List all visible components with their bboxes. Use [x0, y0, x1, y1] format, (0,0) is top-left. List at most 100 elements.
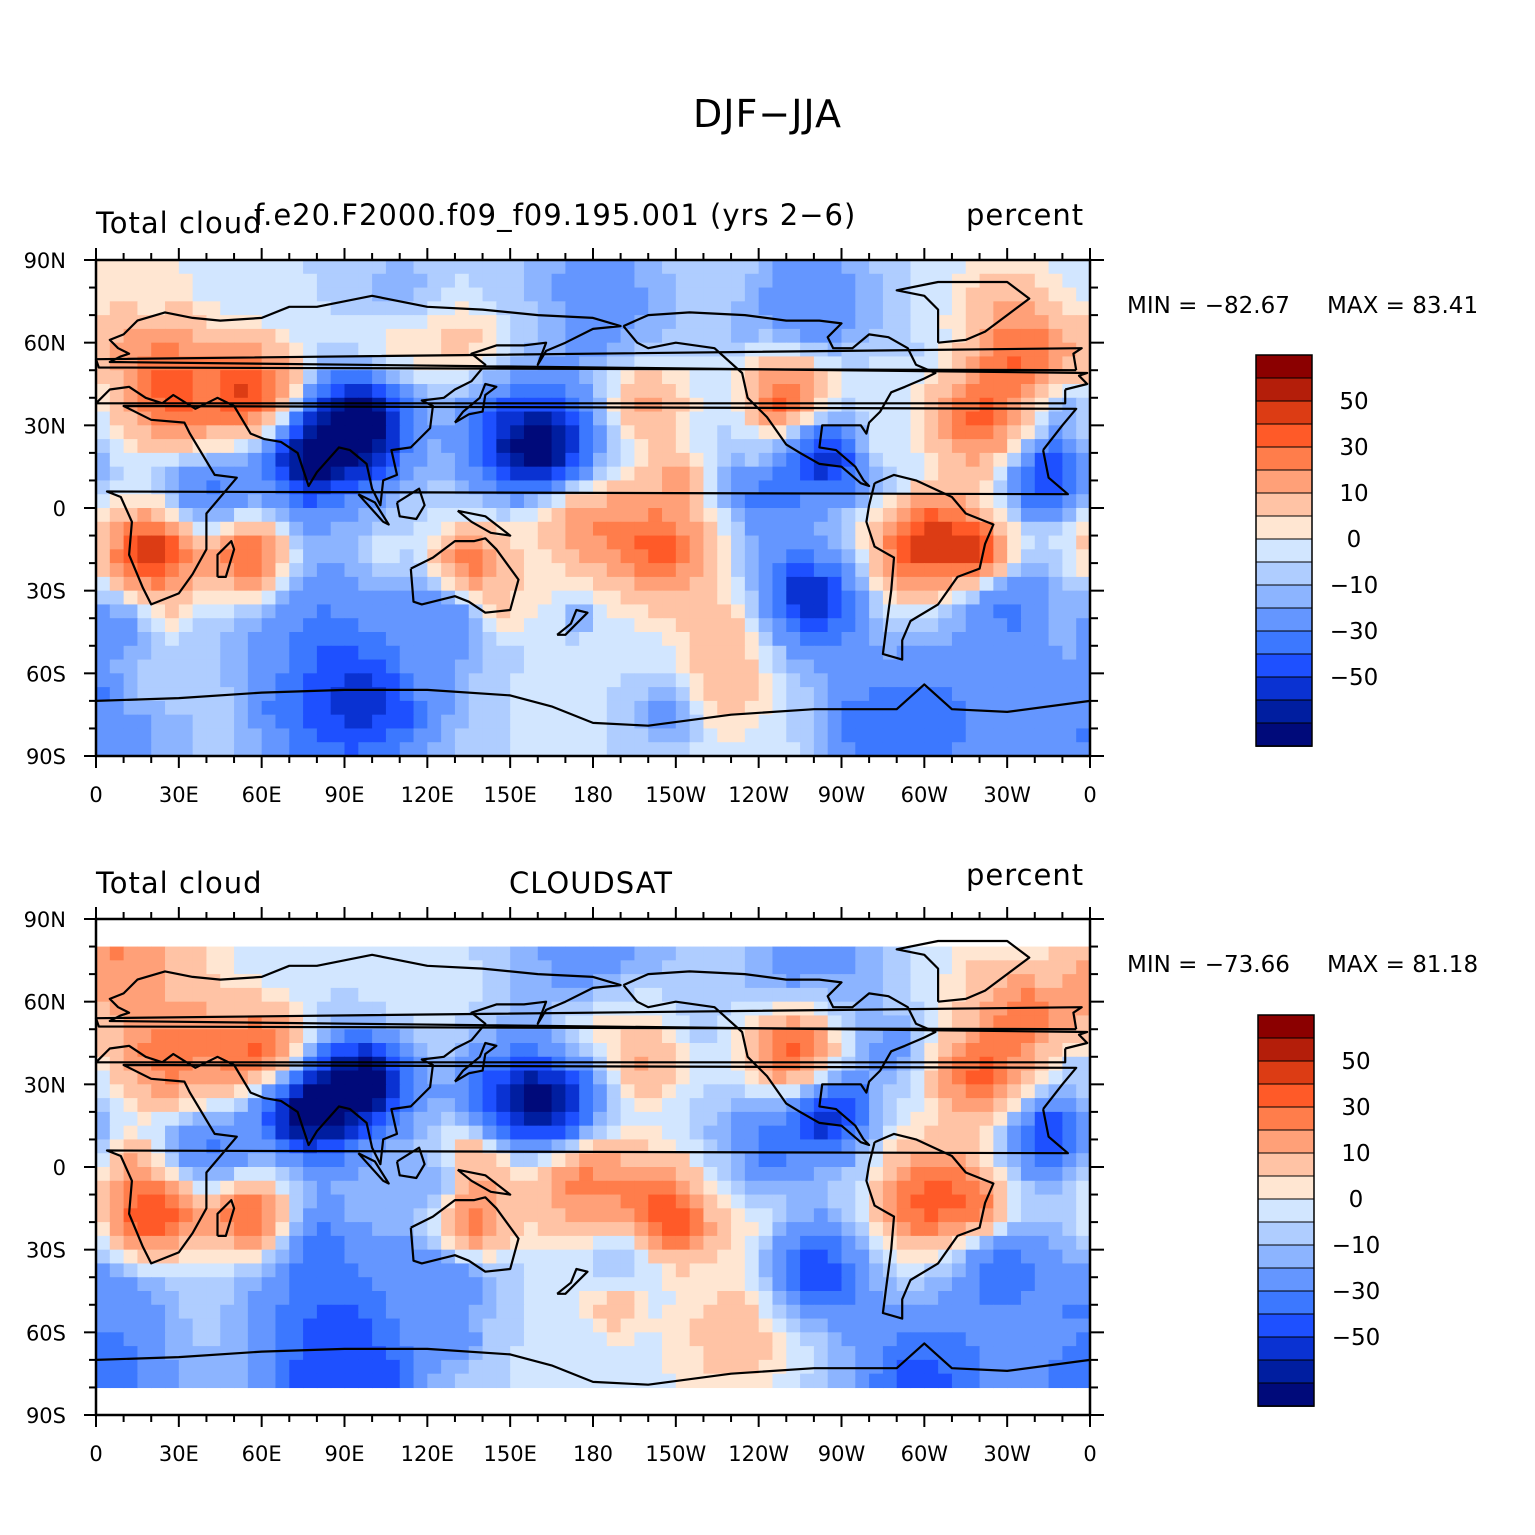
contour-cell — [109, 714, 125, 730]
contour-cell — [372, 370, 387, 385]
contour-cell — [786, 452, 801, 468]
contour-cell — [689, 494, 705, 509]
contour-cell — [192, 328, 208, 344]
contour-cell — [427, 535, 442, 550]
contour-cell — [344, 328, 359, 344]
contour-cell — [786, 521, 801, 537]
contour-cell — [786, 425, 801, 440]
contour-cell — [441, 508, 456, 523]
contour-cell — [634, 521, 649, 537]
contour-cell — [924, 384, 939, 399]
contour-cell — [551, 411, 566, 426]
contour-cell — [413, 356, 428, 371]
contour-cell — [151, 411, 166, 426]
contour-cell — [96, 328, 111, 344]
contour-cell — [648, 728, 663, 743]
contour-cell — [344, 535, 359, 550]
contour-cell — [772, 287, 787, 302]
contour-cell — [938, 260, 953, 275]
contour-cell — [882, 425, 898, 440]
contour-cell — [579, 632, 594, 647]
contour-cell — [303, 700, 318, 716]
contour-cell — [1062, 315, 1077, 330]
contour-cell — [330, 439, 346, 454]
contour-cell — [841, 576, 856, 592]
contour-cell — [800, 659, 815, 674]
contour-cell — [979, 728, 994, 743]
contour-cell — [358, 549, 373, 564]
contour-cell — [1034, 301, 1050, 316]
contour-cell — [634, 287, 649, 302]
contour-cell — [1020, 742, 1036, 757]
contour-cell — [675, 287, 691, 302]
contour-cell — [1034, 466, 1050, 482]
contour-cell — [827, 576, 843, 592]
contour-cell — [344, 700, 359, 716]
contour-cell — [675, 466, 691, 482]
contour-cell — [951, 384, 967, 399]
contour-cell — [1062, 535, 1077, 550]
contour-cell — [979, 590, 994, 606]
contour-cell — [786, 315, 801, 330]
contour-cell — [593, 742, 608, 757]
contour-cell — [330, 645, 346, 661]
contour-cell — [220, 466, 235, 482]
contour-cell — [662, 521, 677, 537]
stat-min: MIN = −73.66 — [1127, 952, 1290, 978]
contour-cell — [910, 563, 925, 578]
contour-cell — [454, 315, 470, 330]
contour-cell — [1007, 328, 1022, 344]
contour-cell — [993, 480, 1008, 495]
contour-cell — [1020, 659, 1036, 674]
contour-cell — [662, 260, 677, 275]
contour-cell — [413, 700, 428, 716]
lon-label: 120E — [401, 783, 454, 807]
contour-cell — [206, 260, 221, 275]
contour-cell — [275, 287, 290, 302]
contour-cell — [579, 521, 594, 537]
contour-cell — [744, 576, 760, 592]
contour-cell — [344, 659, 359, 674]
contour-cell — [151, 370, 166, 385]
contour-cell — [510, 521, 525, 537]
contour-cell — [1034, 356, 1050, 371]
contour-cell — [427, 480, 442, 495]
contour-cell — [413, 384, 428, 399]
contour-cell — [689, 742, 705, 757]
contour-cell — [261, 521, 277, 537]
contour-cell — [579, 287, 594, 302]
contour-cell — [924, 466, 939, 482]
contour-cell — [675, 742, 691, 757]
contour-cell — [206, 301, 221, 316]
contour-cell — [303, 645, 318, 661]
contour-cell — [1020, 315, 1036, 330]
contour-cell — [537, 466, 553, 482]
contour-cell — [855, 273, 870, 289]
contour-cell — [965, 301, 981, 316]
contour-cell — [385, 508, 401, 523]
contour-cell — [1062, 632, 1077, 647]
contour-cell — [151, 301, 166, 316]
contour-cell — [896, 728, 912, 743]
contour-cell — [910, 439, 925, 454]
contour-cell — [565, 645, 580, 661]
contour-cell — [510, 260, 525, 275]
contour-cell — [689, 466, 705, 482]
contour-cell — [1007, 273, 1022, 289]
contour-cell — [979, 370, 994, 385]
contour-cell — [938, 742, 953, 757]
contour-cell — [441, 328, 456, 344]
contour-cell — [593, 480, 608, 495]
contour-cell — [869, 287, 884, 302]
contour-cell — [399, 632, 415, 647]
lon-label: 180 — [573, 783, 613, 807]
contour-cell — [882, 260, 898, 275]
contour-cell — [551, 439, 566, 454]
contour-cell — [372, 563, 387, 578]
contour-cell — [206, 370, 221, 385]
contour-cell — [606, 328, 622, 344]
contour-cell — [496, 645, 511, 661]
contour-cell — [427, 356, 442, 371]
contour-cell — [896, 742, 912, 757]
contour-cell — [675, 521, 691, 537]
